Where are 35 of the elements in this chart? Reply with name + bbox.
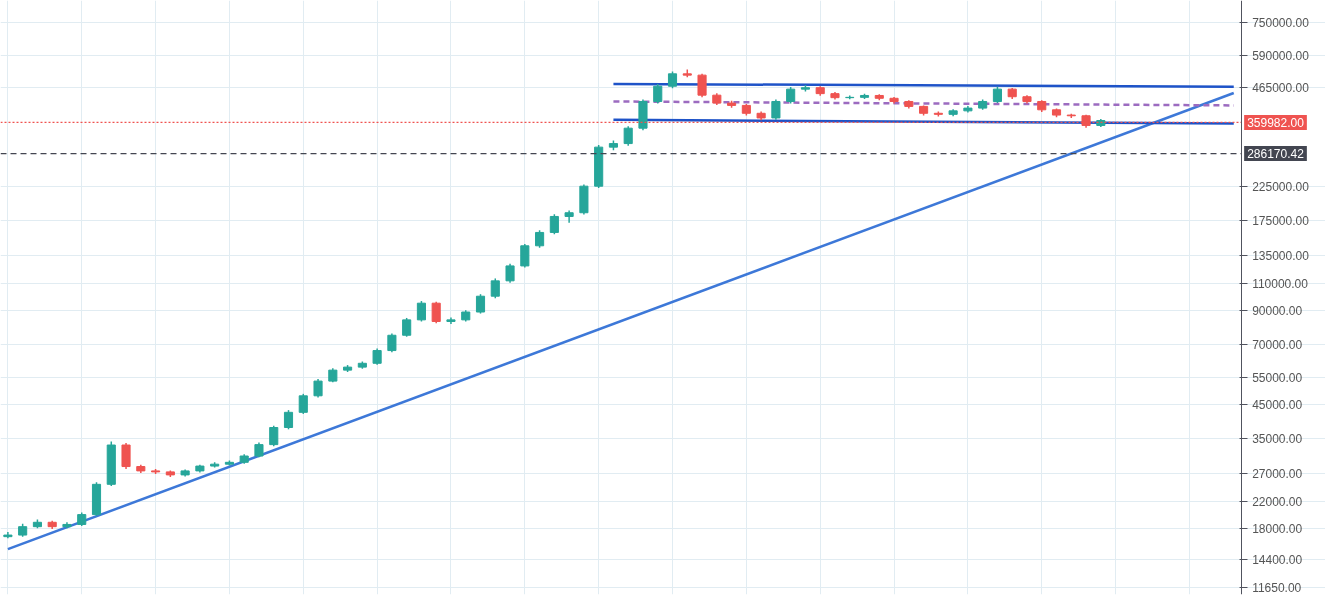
candlestick [771, 98, 781, 121]
candlestick [549, 213, 559, 235]
candlestick [283, 409, 294, 431]
y-tick-label: 135000.00 [1252, 248, 1310, 263]
y-tick-label: 70000.00 [1252, 338, 1303, 353]
y-tick-label: 45000.00 [1252, 398, 1303, 413]
candlestick [313, 378, 323, 399]
y-tick-label: 465000.00 [1252, 81, 1310, 96]
y-tick-label: 14400.00 [1252, 552, 1303, 567]
candlestick [653, 83, 663, 105]
candlestick [298, 393, 308, 415]
candlestick [475, 293, 486, 315]
candlestick [121, 442, 131, 470]
y-tick-label: 750000.00 [1252, 16, 1310, 31]
candlestick [623, 125, 633, 147]
candlestick [490, 277, 500, 300]
y-tick-label: 110000.00 [1252, 276, 1309, 291]
candlestick [387, 332, 397, 353]
y-tick-label: 22000.00 [1252, 495, 1303, 510]
candlestick [505, 263, 515, 284]
candlestick [402, 317, 412, 338]
y-tick-label: 11650.00 [1252, 581, 1302, 596]
candlestick [269, 424, 279, 447]
y-tick-label: 90000.00 [1252, 304, 1303, 319]
candlestick [520, 243, 530, 269]
y-tick-label: 175000.00 [1252, 213, 1310, 228]
y-tick-label: 225000.00 [1252, 179, 1310, 194]
y-tick-label: 55000.00 [1252, 370, 1303, 385]
y-tick-label: 35000.00 [1252, 432, 1303, 447]
ref-line-label: 286170.42 [1247, 147, 1305, 162]
y-tick-label: 590000.00 [1252, 48, 1310, 63]
candlestick [431, 301, 441, 324]
y-tick-label: 18000.00 [1252, 522, 1303, 537]
ref-line-label: 359982.00 [1247, 115, 1305, 130]
y-tick-label: 27000.00 [1252, 467, 1303, 482]
